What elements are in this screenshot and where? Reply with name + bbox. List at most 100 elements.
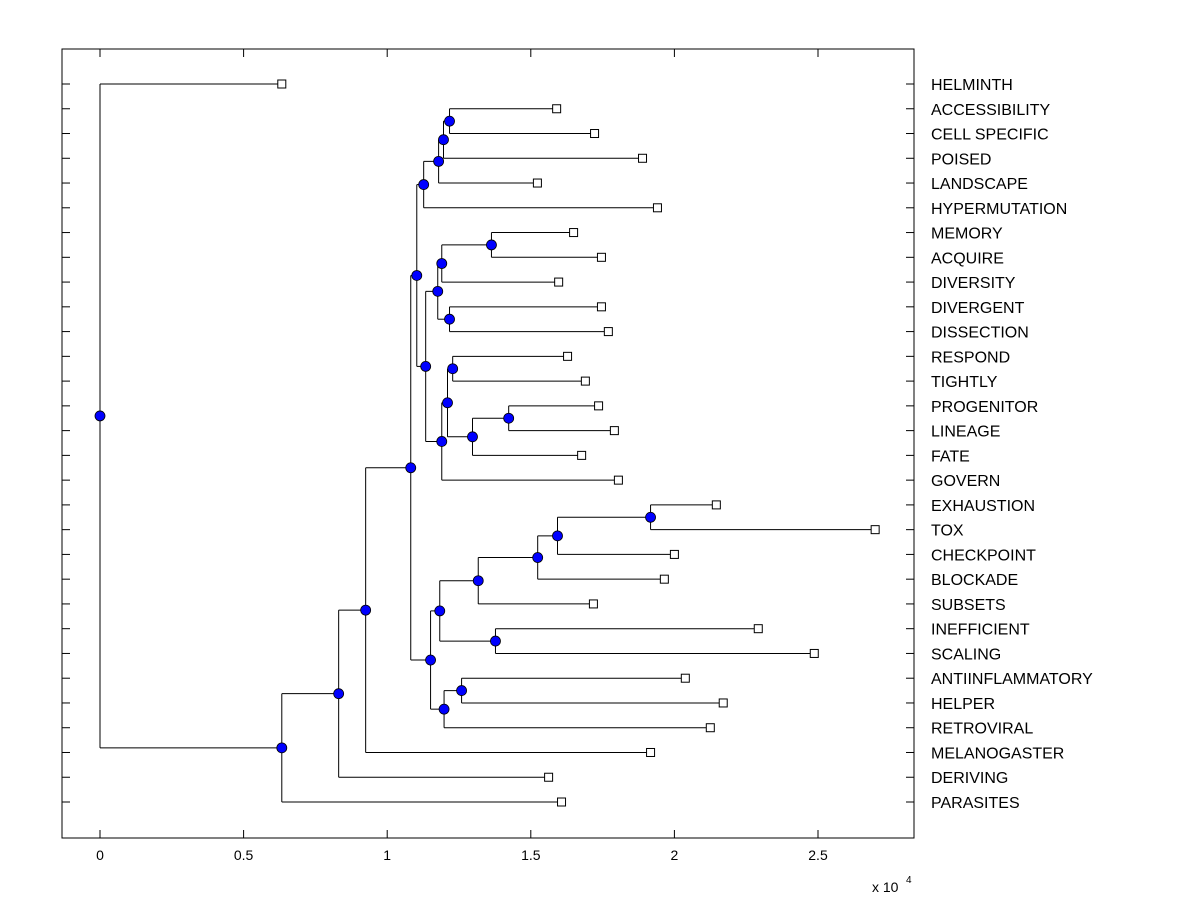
leaf-label: SCALING — [931, 646, 1001, 663]
leaf-label: PARASITES — [931, 795, 1020, 812]
leaf-marker — [557, 797, 567, 807]
internal-node-marker — [442, 397, 453, 409]
leaf-label: DERIVING — [931, 770, 1008, 787]
internal-node-marker — [503, 412, 515, 424]
x-tick-label: 0 — [96, 847, 104, 863]
internal-node-marker — [411, 270, 423, 281]
internal-node-marker — [486, 239, 497, 251]
internal-node-marker — [434, 605, 446, 617]
internal-node-marker — [490, 635, 501, 647]
internal-node-marker — [360, 604, 372, 616]
internal-node-marker — [420, 361, 432, 372]
leaf-label: INEFFICIENT — [931, 622, 1030, 639]
leaf-marker — [532, 178, 542, 188]
leaf-marker — [609, 426, 619, 436]
leaf-marker — [588, 599, 598, 609]
leaf-label: LINEAGE — [931, 424, 1000, 441]
leaf-marker — [544, 772, 554, 782]
leaf-label: POISED — [931, 151, 991, 168]
x-tick-label: 2.5 — [808, 847, 828, 863]
internal-node-marker — [425, 654, 436, 666]
leaf-label: HELMINTH — [931, 77, 1013, 94]
x-axis-ticks: 0 0.5 1 1.5 2 2.5 — [96, 49, 828, 863]
x-multiplier-label: x 10 — [872, 879, 899, 895]
leaf-label: ANTIINFLAMMATORY — [931, 671, 1093, 688]
internal-node-marker — [444, 115, 455, 127]
internal-node-marker — [405, 462, 417, 474]
internal-node-marker — [532, 552, 544, 563]
internal-node-marker — [432, 285, 444, 297]
y-axis-ticks — [62, 83, 914, 803]
leaf-marker — [870, 525, 880, 535]
x-tick-label: 2 — [671, 847, 679, 863]
leaf-marker — [596, 302, 606, 312]
leaf-marker — [577, 450, 587, 460]
leaf-marker — [277, 79, 287, 89]
leaf-label: BLOCKADE — [931, 572, 1018, 589]
leaf-label: TIGHTLY — [931, 374, 998, 391]
leaf-marker — [711, 500, 721, 510]
internal-node-marker — [447, 363, 459, 375]
internal-node-marker — [438, 703, 450, 715]
leaf-label: GOVERN — [931, 473, 1000, 490]
leaf-marker — [613, 475, 623, 485]
leaf-marker — [652, 203, 662, 213]
leaf-label: TOX — [931, 523, 964, 540]
leaf-marker — [646, 747, 656, 757]
leaf-label: RETROVIRAL — [931, 721, 1033, 738]
leaf-marker — [563, 351, 573, 361]
leaf-marker — [659, 574, 669, 584]
internal-node-marker — [456, 685, 467, 696]
leaf-label: MEMORY — [931, 226, 1003, 243]
leaf-label: DISSECTION — [931, 325, 1029, 342]
internal-node-marker — [94, 410, 106, 422]
internal-node-marker — [645, 511, 656, 523]
leaf-marker — [596, 252, 606, 262]
leaf-markers — [277, 79, 880, 807]
plot-frame — [61, 48, 915, 839]
leaf-marker — [718, 698, 728, 708]
leaf-marker — [580, 376, 590, 386]
internal-node-marker — [467, 431, 478, 443]
internal-node-marker — [444, 313, 455, 325]
internal-node-marker — [276, 742, 288, 754]
internal-node-marker — [438, 134, 449, 146]
leaf-marker — [603, 327, 613, 337]
leaf-marker — [809, 648, 819, 658]
internal-node-markers — [94, 115, 656, 754]
leaf-marker — [638, 153, 648, 163]
leaf-marker — [594, 401, 604, 411]
leaf-label: CHECKPOINT — [931, 547, 1036, 564]
leaf-label: FATE — [931, 448, 970, 465]
leaf-marker — [705, 723, 715, 733]
leaf-label: ACQUIRE — [931, 250, 1004, 267]
leaf-marker — [669, 549, 679, 559]
leaf-labels: HELMINTH ACCESSIBILITY CELL SPECIFIC POISED… — [931, 77, 1093, 812]
leaf-label: DIVERSITY — [931, 275, 1016, 292]
leaf-label: HYPERMUTATION — [931, 201, 1067, 218]
leaf-label: CELL SPECIFIC — [931, 127, 1049, 144]
internal-node-marker — [418, 179, 430, 190]
leaf-label: MELANOGASTER — [931, 745, 1064, 762]
internal-node-marker — [436, 436, 448, 447]
leaf-marker — [552, 104, 562, 114]
x-tick-label: 1 — [383, 847, 391, 863]
leaf-label: HELPER — [931, 696, 995, 713]
leaf-label: LANDSCAPE — [931, 176, 1028, 193]
leaf-marker — [590, 129, 600, 139]
leaf-marker — [680, 673, 690, 683]
leaf-label: DIVERGENT — [931, 300, 1025, 317]
leaf-marker — [554, 277, 564, 287]
x-tick-label: 0.5 — [234, 847, 254, 863]
leaf-label: ACCESSIBILITY — [931, 102, 1050, 119]
x-multiplier-exponent: 4 — [906, 875, 912, 886]
internal-node-marker — [552, 530, 563, 542]
internal-node-marker — [436, 258, 448, 269]
leaf-label: PROGENITOR — [931, 399, 1038, 416]
leaf-label: RESPOND — [931, 349, 1010, 366]
internal-node-marker — [472, 575, 484, 587]
leaf-marker — [569, 228, 579, 238]
leaf-label: SUBSETS — [931, 597, 1006, 614]
internal-node-marker — [433, 155, 445, 167]
